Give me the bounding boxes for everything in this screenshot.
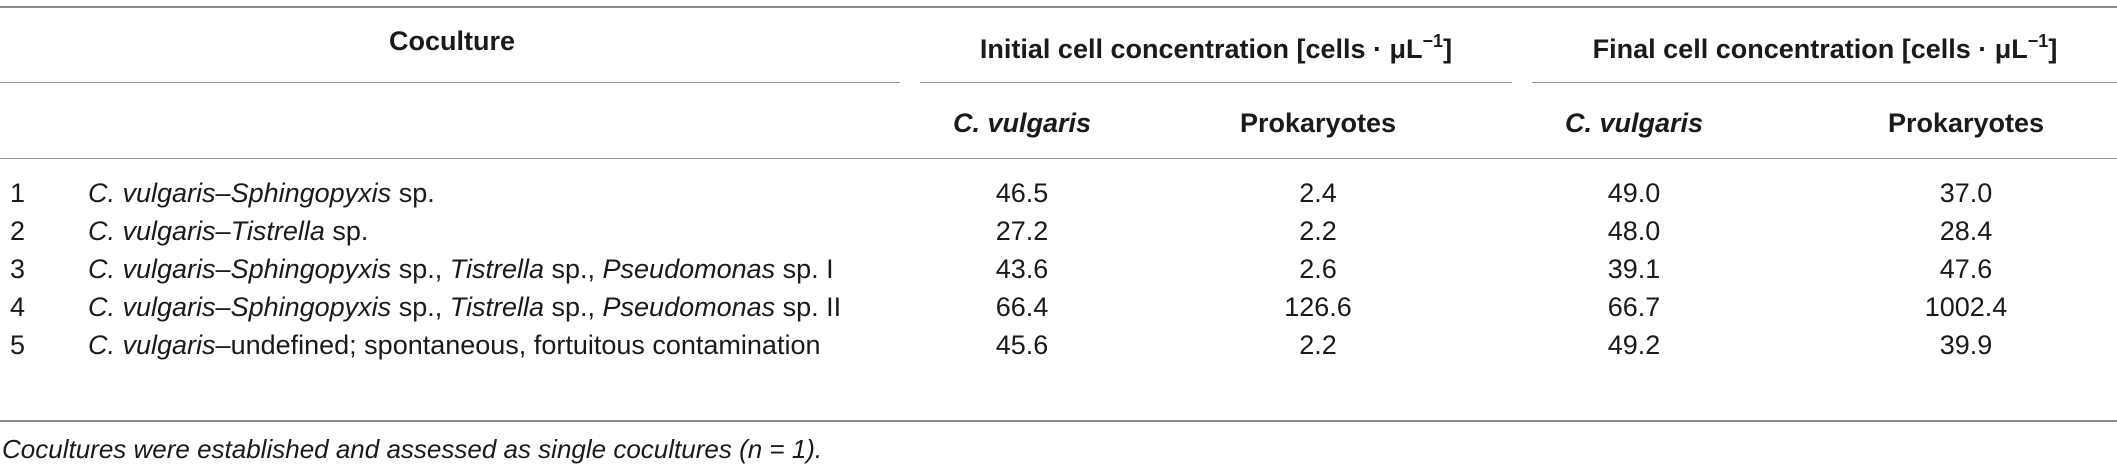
coculture-name-part: C. vulgaris bbox=[88, 292, 216, 322]
coculture-name-part: Pseudomonas bbox=[602, 292, 776, 322]
cell-initial-cvulgaris: 45.6 bbox=[995, 330, 1049, 360]
subheader-rule bbox=[0, 158, 2117, 159]
coculture-name-part: Sphingopyxis bbox=[230, 292, 392, 322]
top-rule bbox=[0, 6, 2117, 8]
coculture-name-part: sp. II bbox=[775, 292, 842, 322]
initial-header-rule bbox=[920, 82, 1512, 83]
coculture-name-part: Tistrella bbox=[449, 292, 544, 322]
coculture-name-part: – bbox=[215, 254, 231, 284]
cell-initial-prokaryotes: 2.6 bbox=[1299, 254, 1337, 284]
row-coculture-name: C. vulgaris–Sphingopyxis sp., Tistrella … bbox=[88, 290, 841, 324]
row-coculture-name: C. vulgaris–Tistrella sp. bbox=[88, 214, 368, 248]
row-number: 4 bbox=[10, 292, 26, 322]
cell-final-prokaryotes: 47.6 bbox=[1939, 254, 1993, 284]
cell-final-cvulgaris: 66.7 bbox=[1607, 292, 1661, 322]
coculture-name-part: Pseudomonas bbox=[602, 254, 776, 284]
bottom-rule bbox=[0, 420, 2117, 422]
header-initial-text: Initial cell concentration [cells · μL bbox=[979, 34, 1423, 64]
cell-final-prokaryotes: 39.9 bbox=[1939, 330, 1993, 360]
cell-final-prokaryotes: 28.4 bbox=[1939, 216, 1993, 246]
cell-final-cvulgaris: 49.0 bbox=[1607, 178, 1661, 208]
header-final-close: ] bbox=[2048, 34, 2058, 64]
row-number: 1 bbox=[10, 178, 26, 208]
cell-final-prokaryotes: 37.0 bbox=[1939, 178, 1993, 208]
subheader-initial-prokaryotes: Prokaryotes bbox=[1239, 108, 1397, 138]
cell-initial-prokaryotes: 2.2 bbox=[1299, 216, 1337, 246]
subheader-final-prokaryotes: Prokaryotes bbox=[1887, 108, 2045, 138]
cell-final-cvulgaris: 39.1 bbox=[1607, 254, 1661, 284]
header-initial-sup: −1 bbox=[1422, 31, 1444, 51]
row-coculture-name: C. vulgaris–Sphingopyxis sp. bbox=[88, 176, 435, 210]
subheader-initial-cvulgaris: C. vulgaris bbox=[952, 108, 1092, 138]
table-footnote: Cocultures were established and assessed… bbox=[2, 434, 823, 464]
row-number: 5 bbox=[10, 330, 26, 360]
coculture-name-part: sp., bbox=[391, 254, 450, 284]
coculture-name-part: sp., bbox=[544, 292, 603, 322]
cell-final-cvulgaris: 49.2 bbox=[1607, 330, 1661, 360]
coculture-name-part: – bbox=[215, 292, 231, 322]
header-coculture: Coculture bbox=[388, 26, 516, 56]
header-final-sup: −1 bbox=[2027, 31, 2049, 51]
coculture-name-part: Tistrella bbox=[449, 254, 544, 284]
cell-final-prokaryotes: 1002.4 bbox=[1924, 292, 2008, 322]
cell-initial-cvulgaris: 66.4 bbox=[995, 292, 1049, 322]
coculture-name-part: – bbox=[215, 216, 231, 246]
cell-initial-cvulgaris: 43.6 bbox=[995, 254, 1049, 284]
coculture-name-part: C. vulgaris bbox=[88, 254, 216, 284]
cell-initial-prokaryotes: 2.4 bbox=[1299, 178, 1337, 208]
cell-initial-cvulgaris: 27.2 bbox=[995, 216, 1049, 246]
header-final-concentration: Final cell concentration [cells · μL−1] bbox=[1593, 24, 2058, 66]
coculture-name-part: sp. bbox=[324, 216, 369, 246]
coculture-name-part: sp. I bbox=[775, 254, 834, 284]
coculture-name-part: C. vulgaris bbox=[88, 178, 216, 208]
cell-initial-prokaryotes: 126.6 bbox=[1284, 292, 1352, 322]
coculture-name-part: Tistrella bbox=[230, 216, 325, 246]
header-final-text: Final cell concentration [cells · μL bbox=[1592, 34, 2028, 64]
final-header-rule bbox=[1532, 82, 2117, 83]
cell-initial-prokaryotes: 2.2 bbox=[1299, 330, 1337, 360]
coculture-name-part: – bbox=[215, 178, 231, 208]
coculture-name-part: C. vulgaris bbox=[88, 216, 216, 246]
coculture-header-rule bbox=[0, 82, 900, 83]
coculture-name-part: Sphingopyxis bbox=[230, 254, 392, 284]
row-coculture-name: C. vulgaris–Sphingopyxis sp., Tistrella … bbox=[88, 252, 834, 286]
coculture-name-part: C. vulgaris bbox=[88, 330, 216, 360]
header-initial-close: ] bbox=[1443, 34, 1453, 64]
row-number: 2 bbox=[10, 216, 26, 246]
coculture-name-part: sp. bbox=[391, 178, 435, 208]
row-coculture-name: C. vulgaris–undefined; spontaneous, fort… bbox=[88, 328, 820, 362]
coculture-name-part: sp., bbox=[544, 254, 603, 284]
coculture-name-part: Sphingopyxis bbox=[230, 178, 392, 208]
cell-initial-cvulgaris: 46.5 bbox=[995, 178, 1049, 208]
subheader-final-cvulgaris: C. vulgaris bbox=[1564, 108, 1704, 138]
coculture-name-part: sp., bbox=[391, 292, 450, 322]
row-number: 3 bbox=[10, 254, 26, 284]
cell-final-cvulgaris: 48.0 bbox=[1607, 216, 1661, 246]
header-initial-concentration: Initial cell concentration [cells · μL−1… bbox=[980, 24, 1452, 66]
coculture-name-part: –undefined; spontaneous, fortuitous cont… bbox=[215, 330, 821, 360]
